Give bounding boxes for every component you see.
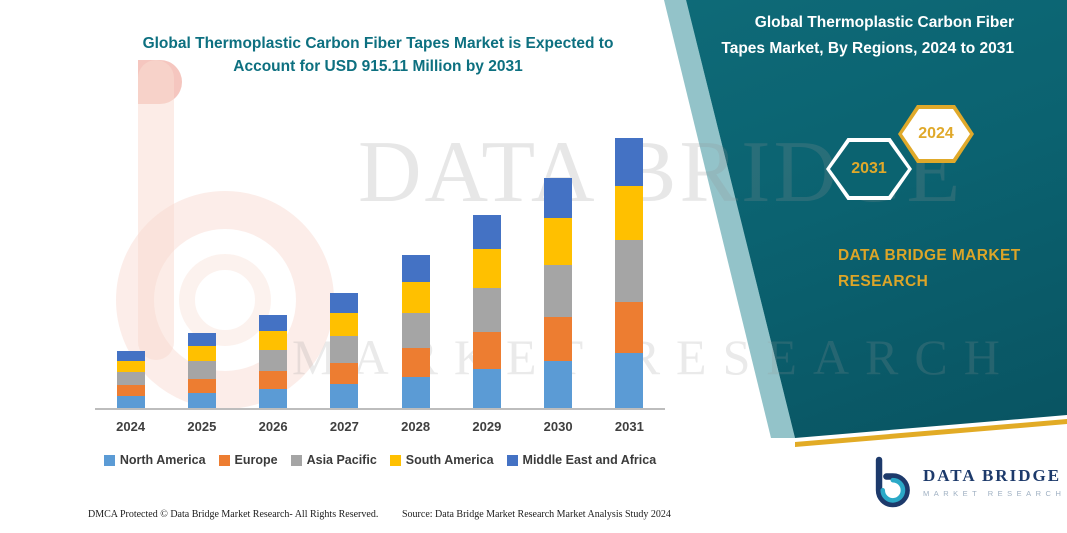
footer-dmca-text: DMCA Protected © Data Bridge Market Rese… — [88, 509, 379, 520]
bar-segment-2030-europe — [544, 317, 573, 361]
bar-segment-2025-asia-pacific — [187, 361, 216, 379]
bar-segment-2029-south-america — [472, 248, 501, 288]
bar-segment-2025-south-america — [187, 346, 216, 362]
bar-segment-2024-asia-pacific — [116, 372, 145, 386]
bar-segment-2028-north-america — [401, 376, 430, 408]
bar-segment-2030-south-america — [544, 218, 573, 265]
bar-segment-2025-middle-east-and-africa — [187, 333, 216, 347]
bar-segment-2029-north-america — [472, 368, 501, 408]
x-axis-label-2027: 2027 — [329, 419, 359, 434]
x-axis-label-2026: 2026 — [258, 419, 288, 434]
dbmr-logo-subtitle: MARKET RESEARCH — [923, 489, 1066, 498]
legend-swatch-icon — [506, 454, 518, 466]
legend-item-middle-east-and-africa: Middle East and Africa — [506, 453, 657, 467]
bar-segment-2026-asia-pacific — [259, 349, 288, 372]
bar-segment-2028-south-america — [401, 282, 430, 314]
bar-segment-2027-europe — [330, 362, 359, 385]
x-axis-label-2028: 2028 — [401, 419, 431, 434]
bar-segment-2027-asia-pacific — [330, 336, 359, 363]
legend-label: North America — [119, 453, 206, 467]
bar-2025 — [166, 333, 237, 408]
bar-segment-2027-north-america — [330, 384, 359, 408]
bar-segment-2028-europe — [401, 347, 430, 377]
bar-2029 — [451, 215, 522, 408]
bar-segment-2024-europe — [116, 385, 145, 397]
dbmr-logo-text: DATA BRIDGE MARKET RESEARCH — [923, 466, 1065, 498]
bar-segment-2028-asia-pacific — [401, 313, 430, 348]
bar-segment-2030-middle-east-and-africa — [544, 177, 573, 219]
badge-2031-label: 2031 — [830, 142, 908, 196]
bar-segment-2029-middle-east-and-africa — [472, 215, 501, 249]
bar-segment-2028-middle-east-and-africa — [401, 255, 430, 283]
x-axis-label-2031: 2031 — [614, 419, 644, 434]
bar-2031 — [594, 138, 665, 408]
chart-plot-area — [95, 138, 665, 410]
legend-item-north-america: North America — [103, 453, 206, 467]
bar-segment-2031-north-america — [615, 352, 644, 408]
bar-segment-2030-north-america — [544, 360, 573, 408]
legend-item-south-america: South America — [389, 453, 494, 467]
bar-2024 — [95, 350, 166, 408]
dbmr-logo: DATA BRIDGE MARKET RESEARCH — [868, 456, 1065, 508]
x-axis-label-2030: 2030 — [543, 419, 573, 434]
footer-source-text: Source: Data Bridge Market Research Mark… — [402, 509, 671, 520]
x-axis-labels: 2024 2025 2026 2027 2028 2029 2030 2031 — [95, 419, 665, 434]
bar-segment-2026-europe — [259, 371, 288, 389]
chart-title-text: Global Thermoplastic Carbon Fiber Tapes … — [142, 35, 614, 76]
bar-segment-2024-middle-east-and-africa — [116, 350, 145, 361]
legend-label: Asia Pacific — [306, 453, 377, 467]
bar-segment-2031-europe — [615, 301, 644, 353]
chart-legend: North America Europe Asia Pacific South Ame… — [80, 453, 680, 467]
bar-2026 — [238, 314, 309, 408]
legend-label: Europe — [234, 453, 278, 467]
bar-segment-2027-south-america — [330, 313, 359, 337]
stacked-bar-chart: 2024 2025 2026 2027 2028 2029 2030 2031 — [95, 138, 665, 434]
bar-2030 — [523, 177, 594, 408]
legend-item-europe: Europe — [218, 453, 278, 467]
dbmr-logo-name: DATA BRIDGE — [923, 466, 1062, 485]
bar-segment-2026-middle-east-and-africa — [259, 314, 288, 332]
legend-label: Middle East and Africa — [522, 453, 657, 467]
bar-segment-2031-asia-pacific — [615, 240, 644, 302]
legend-label: South America — [405, 453, 494, 467]
bar-segment-2026-south-america — [259, 331, 288, 350]
legend-swatch-icon — [290, 454, 302, 466]
badge-2024-label: 2024 — [902, 109, 970, 159]
bar-segment-2030-asia-pacific — [544, 264, 573, 318]
bar-segment-2025-europe — [187, 378, 216, 393]
banner-brand-text: DATA BRIDGE MARKET RESEARCH — [838, 247, 1021, 291]
bar-segment-2027-middle-east-and-africa — [330, 292, 359, 314]
bar-segment-2025-north-america — [187, 392, 216, 408]
bar-segment-2024-north-america — [116, 396, 145, 408]
bar-segment-2031-south-america — [615, 185, 644, 241]
bar-segment-2029-asia-pacific — [472, 287, 501, 332]
bar-2028 — [380, 255, 451, 408]
badge-2024-hexagon: 2024 — [898, 105, 974, 163]
banner-title: Global Thermoplastic Carbon Fiber Tapes … — [721, 14, 1014, 57]
legend-item-asia-pacific: Asia Pacific — [290, 453, 377, 467]
bar-segment-2029-europe — [472, 331, 501, 369]
chart-title: Global Thermoplastic Carbon Fiber Tapes … — [98, 32, 658, 79]
x-axis-label-2025: 2025 — [187, 419, 217, 434]
bar-segment-2024-south-america — [116, 360, 145, 373]
legend-swatch-icon — [103, 454, 115, 466]
dbmr-logo-icon — [875, 456, 910, 508]
dbmr-logo-watermark-icon — [116, 60, 334, 409]
bar-2027 — [309, 292, 380, 408]
bar-segment-2026-north-america — [259, 388, 288, 408]
legend-swatch-icon — [389, 454, 401, 466]
x-axis-label-2024: 2024 — [116, 419, 146, 434]
legend-swatch-icon — [218, 454, 230, 466]
bar-segment-2031-middle-east-and-africa — [615, 138, 644, 186]
x-axis-label-2029: 2029 — [472, 419, 502, 434]
